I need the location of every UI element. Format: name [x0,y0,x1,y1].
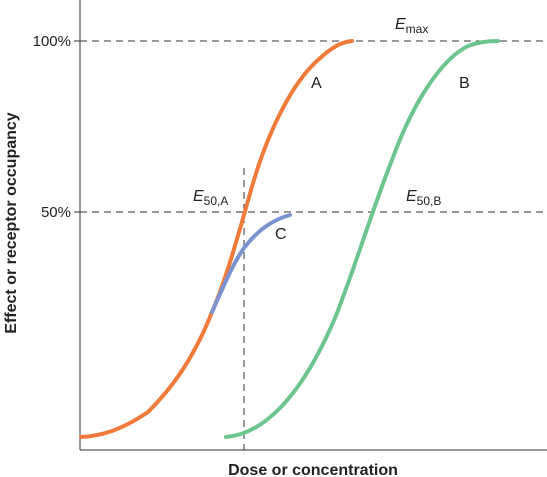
series-label-a: A [311,75,322,92]
series-line-b [224,39,500,439]
series-label-c: C [275,226,287,243]
e50b-label: E50,B [406,188,441,208]
e50a-label: E50,A [193,188,228,208]
series-label-b: B [459,75,470,92]
y-axis-label: Effect or receptor occupancy [3,112,20,334]
series-line-a [79,39,354,439]
x-axis-label: Dose or concentration [228,462,398,477]
y-tick-label-50: 50% [41,204,71,221]
series-line-c [210,213,292,314]
emax-label: Emax [395,16,428,36]
y-tick-label-100: 100% [33,33,71,50]
